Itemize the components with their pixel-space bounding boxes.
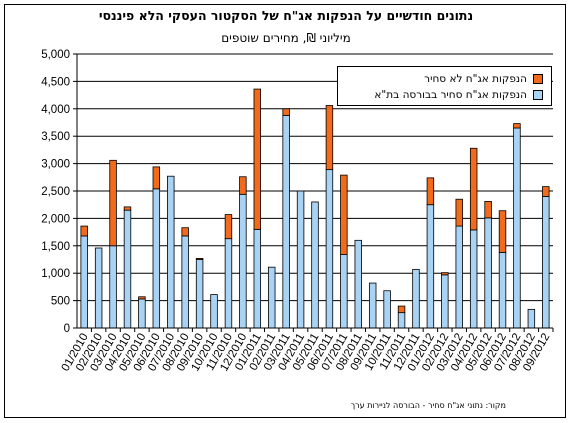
bar-unlisted [441,272,449,276]
y-tick-label: 2,000 [41,213,70,225]
bar-listed [368,282,377,329]
bar-unlisted [109,159,117,247]
bar-unlisted [282,108,290,116]
bar-listed [152,188,161,329]
bar-listed [340,254,348,329]
bar-unlisted [123,206,132,211]
bar-listed [527,308,536,329]
bar-unlisted [469,147,478,231]
bar-unlisted [325,105,334,171]
legend-label-unlisted: הנפקות אג"ח לא סחיר [424,73,527,85]
bar-listed [224,238,233,329]
bar-listed [195,259,204,329]
bar-listed [397,312,406,329]
chart-legend: הנפקות אג"ח לא סחיר הנפקות אג"ח סחיר בבו… [337,66,552,106]
bar-listed [383,290,391,329]
legend-label-listed: הנפקות אג"ח סחיר בבורסה בת"א [374,89,527,101]
y-tick-label: 5,000 [41,49,70,61]
bar-unlisted [181,227,189,237]
bar-layer [80,88,550,329]
y-tick-label: 500 [51,296,70,308]
axis-layer [76,54,554,332]
bar-listed [94,247,103,329]
x-tick-labels: 01/201002/201003/201004/201005/201006/20… [60,331,553,373]
bar-listed [181,235,189,329]
legend-item-listed: הנפקות אג"ח סחיר בבורסה בת"א [374,88,543,102]
bar-unlisted [513,123,521,129]
bar-listed [498,251,507,329]
bar-unlisted [138,296,146,300]
bar-listed [325,169,334,329]
bar-unlisted [239,176,247,195]
bar-listed [268,266,276,329]
bar-listed [469,229,478,329]
bar-listed [239,193,247,329]
bar-listed [513,127,521,329]
bar-unlisted [426,177,435,206]
bar-listed [426,204,435,329]
legend-swatch-unlisted [533,74,543,84]
bar-listed [167,175,175,329]
source-note: מקור: נתוני אג"ח סחיר - הבורסה לניירות ע… [350,401,506,410]
bar-listed [354,239,362,329]
bar-listed [123,209,132,329]
y-tick-label: 3,000 [41,159,70,171]
y-tick-label: 1,000 [41,268,70,280]
bar-unlisted [397,305,406,314]
bar-listed [455,225,463,329]
bar-listed [138,298,146,329]
bar-unlisted [455,198,463,227]
bar-listed [282,114,290,329]
bar-listed [441,274,449,329]
y-tick-label: 4,500 [41,76,70,88]
bar-unlisted [340,174,348,255]
y-tick-label: 1,500 [41,241,70,253]
bar-listed [80,235,88,329]
bar-unlisted [542,186,550,197]
y-tick-labels: 0 500 1,000 1,500 2,000 2,500 3,000 3,500 4,000 4… [41,49,70,335]
bar-unlisted [253,88,262,230]
bar-listed [210,294,218,329]
bar-listed [253,228,262,329]
bar-unlisted [152,166,161,190]
y-tick-label: 4,000 [41,104,70,116]
bar-unlisted [484,201,492,219]
chart-title: נתונים חודשיים על הנפקות אג"ח של הסקטור … [98,8,474,23]
legend-swatch-listed [533,90,543,100]
bar-unlisted [80,225,88,237]
y-tick-label: 3,500 [41,131,70,143]
bar-listed [296,190,305,329]
bar-listed [542,196,550,329]
legend-item-unlisted: הנפקות אג"ח לא סחיר [424,72,543,86]
bar-listed [484,217,492,329]
bar-listed [311,201,319,329]
chart-subtitle: מיליוני ₪, מחירים שוטפים [221,31,351,45]
bar-listed [412,268,420,329]
bar-listed [109,245,117,329]
y-tick-label: 2,500 [41,186,70,198]
bar-unlisted [195,258,204,260]
y-tick-label: 0 [64,323,70,335]
bar-unlisted [224,214,233,240]
bar-unlisted [498,210,507,253]
